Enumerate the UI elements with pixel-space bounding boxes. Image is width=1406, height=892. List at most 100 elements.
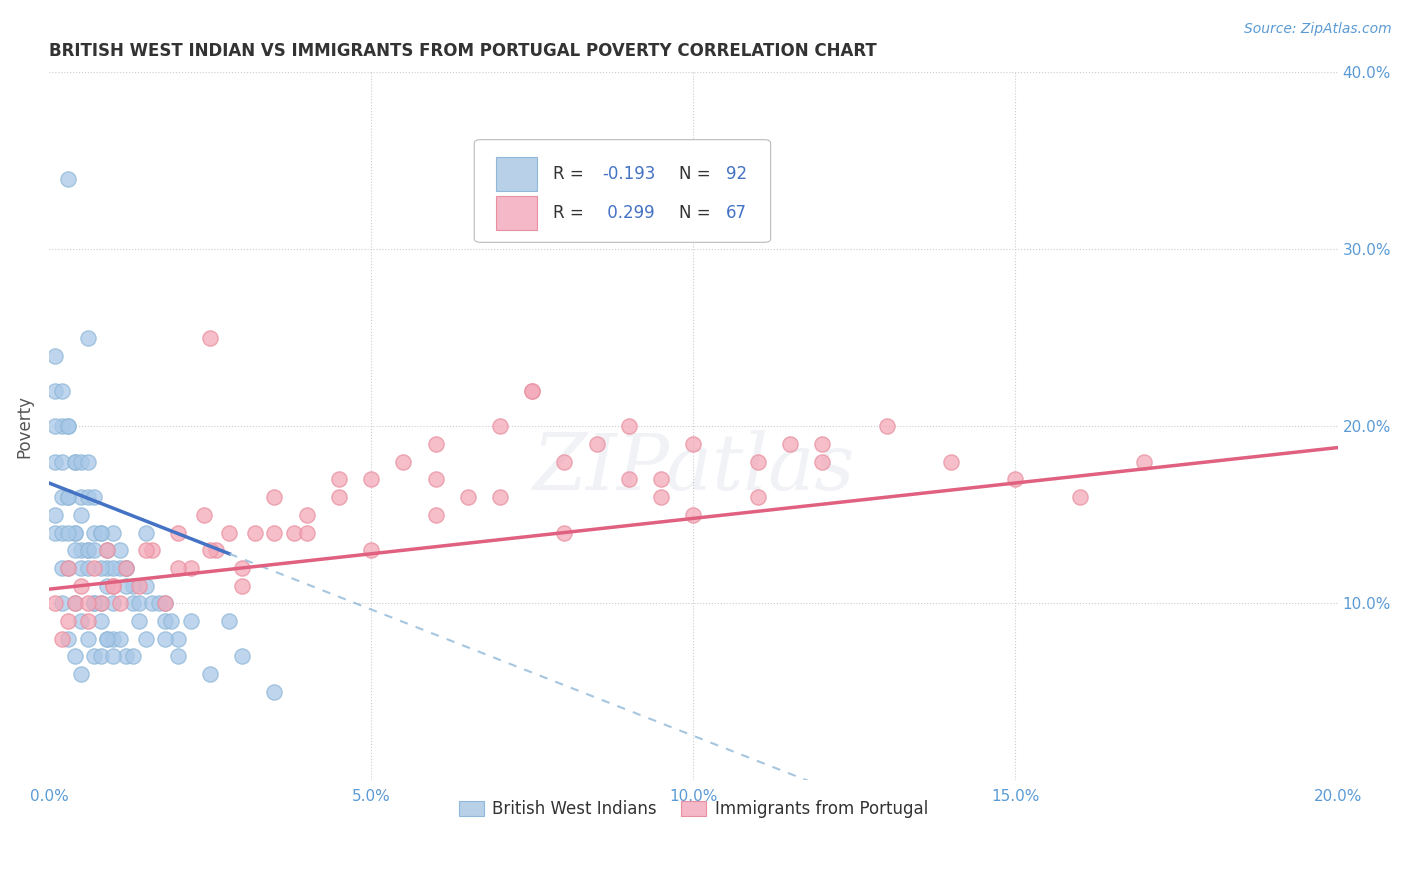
Text: R =: R = [553,165,589,183]
Text: N =: N = [679,165,716,183]
Point [231,579,253,593]
Point [76,331,98,345]
Point [83,490,105,504]
Point [108,543,131,558]
Point [811,437,834,451]
Point [51,490,73,504]
Text: BRITISH WEST INDIAN VS IMMIGRANTS FROM PORTUGAL POVERTY CORRELATION CHART: BRITISH WEST INDIAN VS IMMIGRANTS FROM P… [49,42,877,60]
Point [70,614,93,628]
Text: -0.193: -0.193 [602,165,655,183]
Point [108,632,131,646]
Point [63,543,86,558]
Point [58,632,80,646]
Point [83,649,105,664]
Text: 67: 67 [725,204,747,222]
Text: R =: R = [553,204,589,222]
Point [198,543,221,558]
Point [89,649,111,664]
Point [89,525,111,540]
Point [89,561,111,575]
Point [617,419,640,434]
Point [58,561,80,575]
Point [70,667,93,681]
Point [135,543,157,558]
Point [44,596,66,610]
Point [115,649,138,664]
Point [96,632,118,646]
Point [70,543,93,558]
Point [115,561,138,575]
Point [939,455,962,469]
Bar [496,157,537,191]
Point [96,561,118,575]
Point [1004,473,1026,487]
Point [83,596,105,610]
Point [83,543,105,558]
Point [682,437,704,451]
Point [263,490,285,504]
Point [76,614,98,628]
Point [263,525,285,540]
Point [51,525,73,540]
Point [283,525,305,540]
Point [180,561,202,575]
Point [63,525,86,540]
Point [44,455,66,469]
Point [58,561,80,575]
Point [89,596,111,610]
Point [153,632,176,646]
Point [166,649,188,664]
Point [44,349,66,363]
Point [83,561,105,575]
Point [328,490,350,504]
Point [425,437,447,451]
Point [103,649,125,664]
Bar [496,196,537,230]
Text: ZIPatlas: ZIPatlas [531,431,855,507]
Point [58,614,80,628]
Point [58,490,80,504]
Point [58,490,80,504]
Point [44,508,66,522]
Point [392,455,415,469]
Point [89,596,111,610]
Point [148,596,170,610]
Point [1069,490,1091,504]
Text: 92: 92 [725,165,747,183]
Point [553,525,575,540]
Point [63,455,86,469]
Point [218,525,240,540]
Point [585,437,607,451]
Point [51,455,73,469]
Point [135,632,157,646]
Point [153,596,176,610]
Point [70,579,93,593]
Point [51,596,73,610]
Point [231,561,253,575]
Point [205,543,228,558]
Point [1133,455,1156,469]
Point [141,596,163,610]
Point [76,543,98,558]
Point [128,579,150,593]
Point [44,525,66,540]
Point [243,525,266,540]
Point [682,508,704,522]
Point [63,596,86,610]
Point [70,561,93,575]
Point [76,596,98,610]
Point [70,455,93,469]
Point [63,455,86,469]
Point [328,473,350,487]
Point [76,632,98,646]
Point [522,384,544,398]
Point [489,419,512,434]
Point [63,596,86,610]
Point [103,561,125,575]
Point [108,561,131,575]
Point [160,614,183,628]
Point [876,419,898,434]
Point [63,525,86,540]
Text: N =: N = [679,204,716,222]
Point [58,171,80,186]
